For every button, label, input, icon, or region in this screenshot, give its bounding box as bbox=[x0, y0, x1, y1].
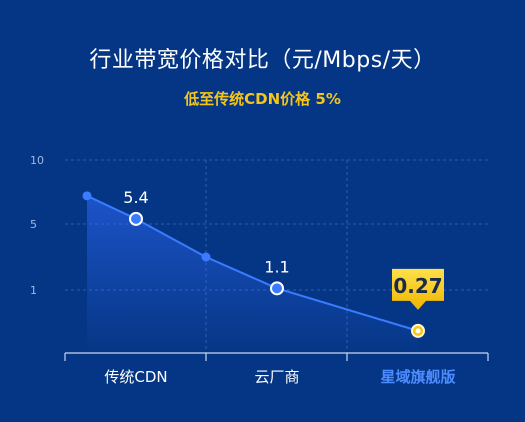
x-tick-label: 云厂商 bbox=[254, 368, 299, 386]
data-label-highlight: 0.27 bbox=[393, 274, 442, 298]
data-point bbox=[270, 281, 284, 296]
data-label: 1.1 bbox=[264, 257, 289, 276]
area-fill bbox=[87, 195, 418, 353]
data-point bbox=[201, 252, 211, 262]
area-path bbox=[87, 195, 418, 353]
data-points bbox=[82, 191, 425, 338]
chart-title: 行业带宽价格对比（元/Mbps/天） bbox=[89, 48, 436, 73]
data-label: 5.4 bbox=[123, 188, 148, 207]
x-tick-label: 星域旗舰版 bbox=[380, 368, 455, 386]
x-tick-label: 传统CDN bbox=[104, 368, 167, 386]
chart-subtitle: 低至传统CDN价格 5% bbox=[184, 90, 341, 108]
x-axis: 传统CDN 云厂商 星域旗舰版 bbox=[64, 352, 489, 386]
callout-box bbox=[392, 268, 444, 310]
y-tick-label: 1 bbox=[30, 284, 37, 297]
data-labels: 5.4 1.1 0.27 bbox=[123, 188, 444, 310]
data-point-core bbox=[415, 328, 421, 334]
y-tick-label: 10 bbox=[30, 154, 44, 167]
data-point bbox=[82, 191, 92, 201]
data-point bbox=[129, 211, 143, 226]
y-tick-label: 5 bbox=[30, 218, 37, 231]
